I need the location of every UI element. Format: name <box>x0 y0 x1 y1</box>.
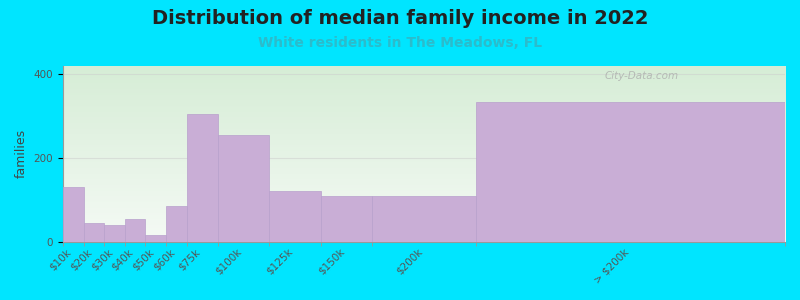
Bar <box>270 191 321 242</box>
Text: Distribution of median family income in 2022: Distribution of median family income in … <box>152 9 648 28</box>
Bar <box>321 196 372 242</box>
Bar <box>125 219 146 242</box>
Bar <box>186 114 218 242</box>
Bar <box>475 102 785 242</box>
Bar <box>218 135 270 242</box>
Text: White residents in The Meadows, FL: White residents in The Meadows, FL <box>258 36 542 50</box>
Bar <box>104 225 125 242</box>
Bar <box>166 206 186 242</box>
Bar <box>63 187 83 242</box>
Bar <box>146 236 166 242</box>
Bar <box>83 223 104 242</box>
Y-axis label: families: families <box>15 129 28 178</box>
Text: City-Data.com: City-Data.com <box>605 71 678 81</box>
Bar <box>372 196 475 242</box>
